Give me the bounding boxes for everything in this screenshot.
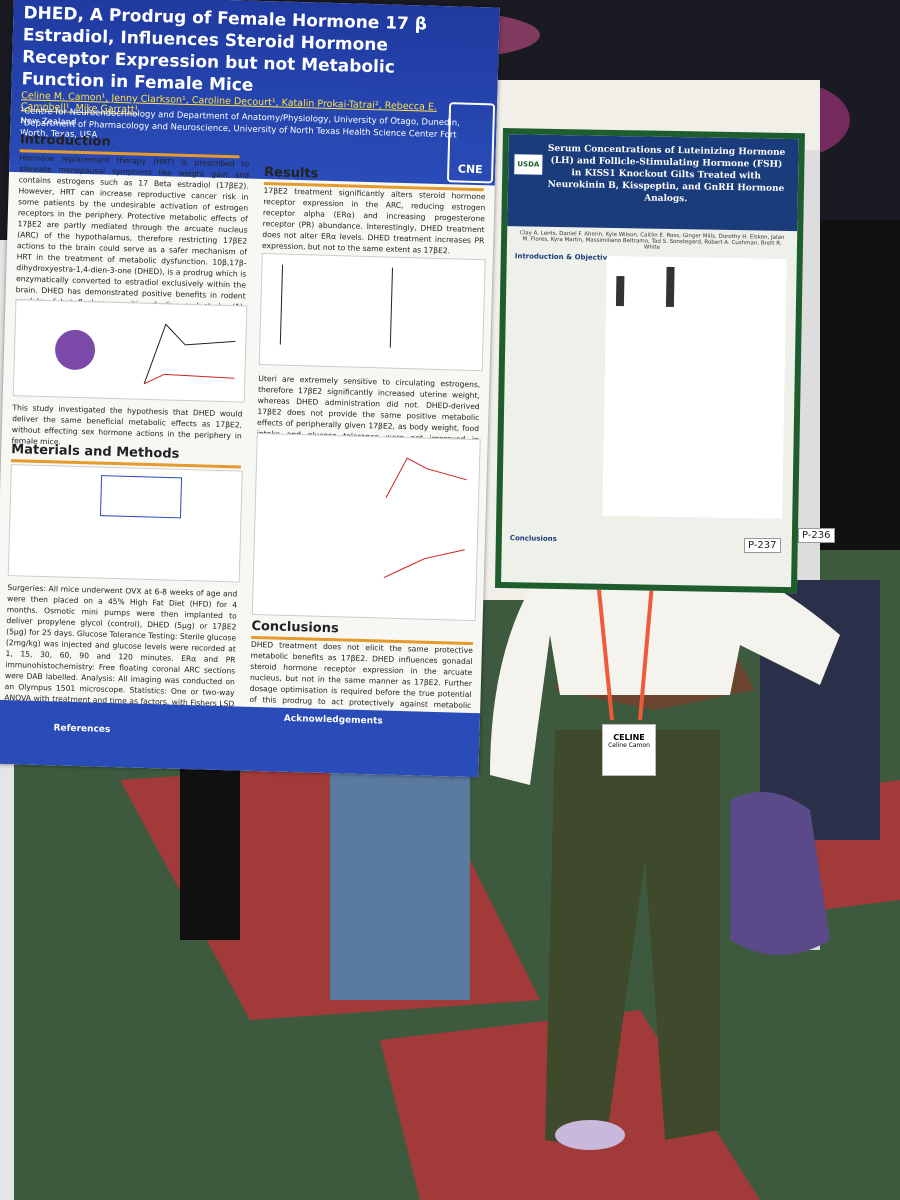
- figure: [12, 299, 248, 403]
- figure-line: [143, 373, 235, 385]
- footer-heading: Acknowledgements: [283, 713, 383, 727]
- section-heading: Conclusions: [509, 534, 557, 544]
- poster-main: DHED, A Prodrug of Female Hormone 17 β E…: [0, 0, 500, 778]
- trousers: [545, 730, 720, 1150]
- footer-heading: References: [53, 723, 111, 735]
- backpack: [730, 792, 830, 955]
- figure-axis: [279, 264, 284, 345]
- board-number: P-237: [744, 538, 781, 553]
- figure-axis: [389, 267, 394, 348]
- poster-title: Serum Concentrations of Luteinizing Horm…: [547, 143, 786, 205]
- poster-header: USDA Serum Concentrations of Luteinizing…: [507, 134, 799, 232]
- figure-bar: [665, 266, 675, 308]
- figure-panel: [602, 255, 787, 519]
- diagram-node: [55, 329, 96, 370]
- logo: USDA: [514, 154, 543, 175]
- badge-name: CELINE: [613, 733, 645, 742]
- poster-authors: Clay A. Lents, Daniel F. Aherin, Kyle Wi…: [519, 230, 785, 251]
- figure-line: [385, 457, 467, 498]
- badge-fullname: Celine Camon: [608, 742, 650, 749]
- section-heading: Introduction & Objectives: [514, 252, 617, 262]
- blouse: [490, 535, 840, 785]
- sandal: [555, 1120, 625, 1150]
- dark-board: [820, 220, 900, 550]
- board-number: P-236: [798, 528, 835, 543]
- figure-bar: [615, 276, 625, 307]
- diagram-box: [99, 475, 183, 519]
- figure: [258, 253, 486, 372]
- poster-title: DHED, A Prodrug of Female Hormone 17 β E…: [21, 3, 428, 96]
- person-legs: [180, 740, 240, 940]
- poster-neighbor: USDA Serum Concentrations of Luteinizing…: [494, 128, 805, 594]
- figure-line: [383, 549, 465, 579]
- poster-footer: References Acknowledgements: [0, 699, 481, 778]
- figure: [7, 464, 243, 583]
- figure: [602, 255, 787, 519]
- figure: [251, 432, 481, 622]
- section-text: Surgeries: All mice underwent OVX at 6-8…: [4, 583, 238, 718]
- name-badge: CELINE Celine Camon: [602, 724, 656, 776]
- section-text: 17βE2 treatment significantly alters ste…: [261, 186, 486, 256]
- figure-line: [143, 323, 236, 384]
